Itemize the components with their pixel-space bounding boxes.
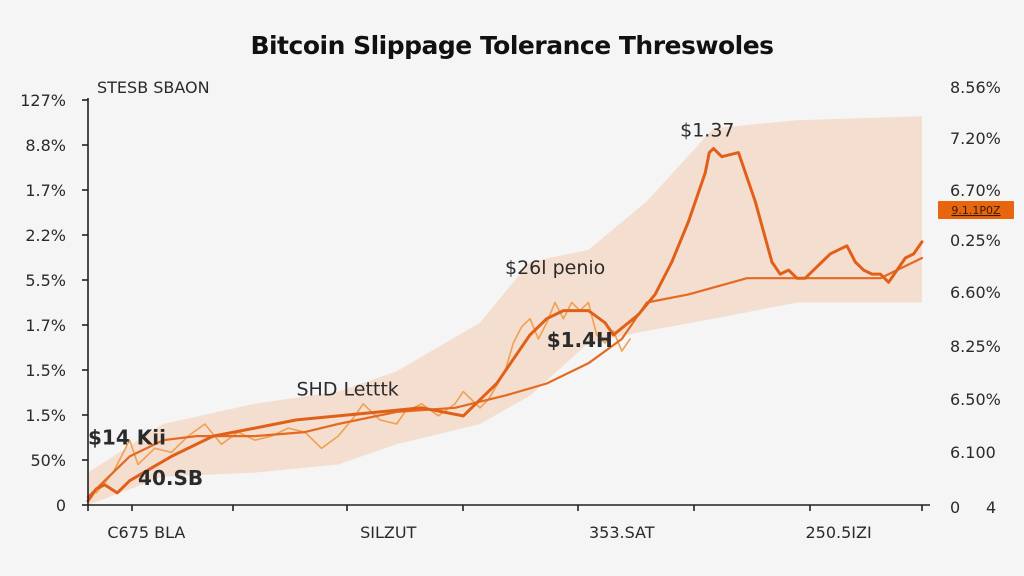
y-left-tick-label: 1.7% [25, 316, 66, 335]
data-annotation: $1.37 [680, 119, 734, 141]
y-right-tick-label: 6.70% [950, 181, 1001, 200]
data-annotation: SHD Letttk [297, 379, 399, 401]
data-annotation: $14 Kii [88, 425, 166, 449]
x-tick-label: SILZUT [360, 523, 416, 542]
x-tick-label: 353.SAT [589, 523, 655, 542]
y-right-tick-label: 6.100 [950, 443, 996, 462]
series-line-price [86, 147, 924, 503]
value-badge [938, 201, 1014, 219]
x-tick-label: C675 BLA [107, 523, 185, 542]
annotation-layer: $1.37 $26l penio $1.4H SHD Letttk $14 Kii 40.… [88, 119, 735, 489]
y-right-tick-label: 0 [950, 498, 960, 517]
data-annotation: $26l penio [505, 257, 605, 279]
y-left-tick-label: 1.7% [25, 181, 66, 200]
y-left-tick-label: 2.2% [25, 226, 66, 245]
y-right-tick-label: 7.20% [950, 129, 1001, 148]
y-left-tick-label: 1.5% [25, 406, 66, 425]
y-left-tick-label: 1.5% [25, 361, 66, 380]
y-right-tick-label: 6.60% [950, 283, 1001, 302]
y-left-tick-label: 127% [20, 91, 66, 110]
data-annotation: $1.4H [547, 328, 613, 352]
series-line-trend [86, 256, 924, 498]
tolerance-band-layer [88, 116, 922, 505]
chart-title: Bitcoin Slippage Tolerance Threswoles [250, 31, 773, 60]
y-right-tick-label: 6.50% [950, 390, 1001, 409]
y-left-tick-label: 8.8% [25, 136, 66, 155]
y-right-extra-label: 4 [986, 498, 996, 517]
axes-layer: 127% 8.8% 1.7% 2.2% 5.5% 1.7% 1.5% 1.5% 50% 0 8.56… [20, 78, 1001, 542]
x-tick-label: 250.5IZI [805, 523, 871, 542]
y-right-tick-label: 0.25% [950, 231, 1001, 250]
series-label: STESB SBAON [97, 78, 210, 97]
y-right-tick-label: 8.25% [950, 337, 1001, 356]
data-annotation: 40.SB [138, 466, 203, 490]
right-badge-layer: 9.1.1P0Z [938, 201, 1014, 219]
value-badge-label: 9.1.1P0Z [951, 204, 1001, 217]
tolerance-band [88, 116, 922, 505]
series-layer [86, 147, 924, 503]
y-left-tick-label: 5.5% [25, 271, 66, 290]
y-left-tick-label: 50% [30, 451, 66, 470]
y-right-tick-label: 8.56% [950, 78, 1001, 97]
y-left-tick-label: 0 [56, 496, 66, 515]
